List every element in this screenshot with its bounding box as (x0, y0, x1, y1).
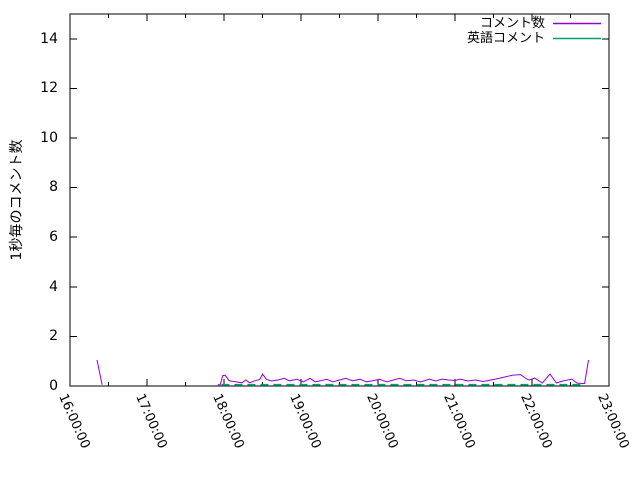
legend-entry-english: 英語コメント (467, 31, 545, 46)
y-tick-label-8: 8 (49, 179, 58, 195)
y-tick-label-14: 14 (40, 31, 58, 47)
series-line (96, 359, 103, 385)
legend-entry-comments: コメント数 (467, 16, 545, 31)
legend-label-comments: コメント数 (479, 16, 545, 31)
y-tick-label-2: 2 (49, 328, 58, 344)
legend: コメント数 英語コメント (467, 16, 545, 46)
y-tick-label-4: 4 (49, 279, 58, 295)
plot-border (69, 13, 610, 387)
y-tick-label-6: 6 (49, 229, 58, 245)
legend-label-english: 英語コメント (466, 31, 545, 46)
y-tick-label-0: 0 (49, 378, 58, 394)
series-line (217, 359, 589, 386)
y-axis-title: 1秒毎のコメント数 (9, 139, 25, 261)
y-tick-label-12: 12 (40, 80, 58, 96)
y-tick-label-10: 10 (40, 130, 58, 146)
